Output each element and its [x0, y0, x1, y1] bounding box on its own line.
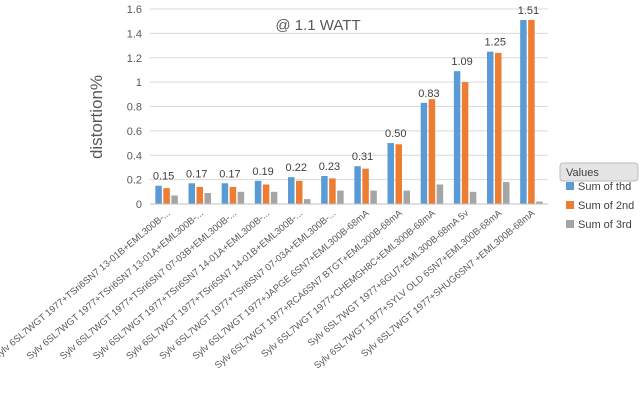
- bar: [188, 183, 195, 204]
- bars: [155, 19, 543, 204]
- bar: [163, 188, 170, 204]
- bar: [196, 186, 203, 204]
- bar: [520, 19, 527, 204]
- legend-swatch: [566, 220, 574, 228]
- bar: [362, 168, 369, 204]
- y-tick-label: 1: [136, 77, 142, 89]
- bar: [436, 184, 444, 204]
- legend-title: Values: [566, 167, 599, 179]
- y-tick-label: 1.6: [127, 4, 142, 16]
- y-tick-label: 0: [136, 199, 142, 211]
- y-axis-ticks: 0 0.2 0.4 0.6 0.8 1 1.2 1.4 1.6: [127, 4, 142, 211]
- data-label: 1.09: [451, 56, 472, 68]
- data-label: 0.31: [352, 151, 373, 163]
- bar: [536, 201, 543, 204]
- bar: [370, 190, 377, 204]
- bar: [395, 144, 402, 204]
- y-tick-label: 1.2: [127, 53, 142, 65]
- bar: [428, 99, 436, 204]
- y-tick-label: 0.4: [127, 150, 142, 162]
- legend-entry: Sum of 3rd: [578, 219, 632, 231]
- bar: [461, 82, 469, 204]
- data-label: 0.50: [385, 128, 406, 140]
- data-labels: 0.15 0.17 0.17 0.19 0.22 0.23 0.31 0.50 0.83 1.09…: [153, 5, 539, 183]
- bar: [337, 190, 344, 204]
- bar: [254, 180, 262, 204]
- bar: [354, 166, 361, 204]
- bar: [204, 193, 211, 204]
- bar: [221, 183, 229, 204]
- bar: [329, 178, 336, 204]
- legend-swatch: [566, 201, 574, 209]
- y-tick-label: 0.6: [127, 126, 142, 138]
- data-label: 0.22: [286, 162, 307, 174]
- bar: [387, 143, 394, 204]
- bar: [237, 191, 245, 204]
- y-tick-label: 1.4: [127, 28, 142, 40]
- data-label: 0.23: [319, 161, 340, 173]
- x-axis-ticks: Sylv 6SL7WGT 1977+TSri6SN7 13-01B+EML300…: [0, 207, 538, 371]
- data-label: 0.15: [153, 171, 174, 183]
- legend-title-box: [559, 162, 639, 182]
- data-label: 0.17: [186, 168, 207, 180]
- data-label: 0.17: [219, 168, 240, 180]
- bar: [229, 186, 237, 204]
- bar: [296, 180, 303, 204]
- legend-entry: Sum of 2nd: [578, 200, 634, 212]
- bar: [270, 191, 278, 204]
- bar: [288, 177, 295, 204]
- bar: [453, 71, 461, 204]
- legend: Values Sum of thd Sum of 2nd Sum of 3rd: [559, 162, 639, 231]
- data-label: 0.19: [252, 166, 273, 178]
- data-label: 1.25: [485, 37, 506, 49]
- bar: [403, 190, 410, 204]
- legend-entry: Sum of thd: [578, 181, 631, 193]
- bar: [420, 102, 428, 204]
- bar: [262, 184, 270, 204]
- y-axis-label: distortion%: [87, 75, 106, 159]
- y-tick-label: 0.8: [127, 102, 142, 114]
- chart-title: @ 1.1 WATT: [275, 17, 360, 34]
- bar: [304, 199, 311, 204]
- bar: [495, 52, 502, 204]
- bar: [171, 195, 178, 204]
- y-tick-label: 0.2: [127, 175, 142, 187]
- bar: [528, 19, 535, 204]
- bar: [469, 191, 477, 204]
- bar: [155, 185, 162, 204]
- bar: [321, 175, 328, 204]
- data-label: 0.83: [418, 88, 439, 100]
- data-label: 1.51: [518, 5, 539, 17]
- legend-swatch: [566, 182, 574, 190]
- bar: [487, 51, 494, 204]
- gridlines: [150, 8, 548, 181]
- bar: [503, 182, 510, 204]
